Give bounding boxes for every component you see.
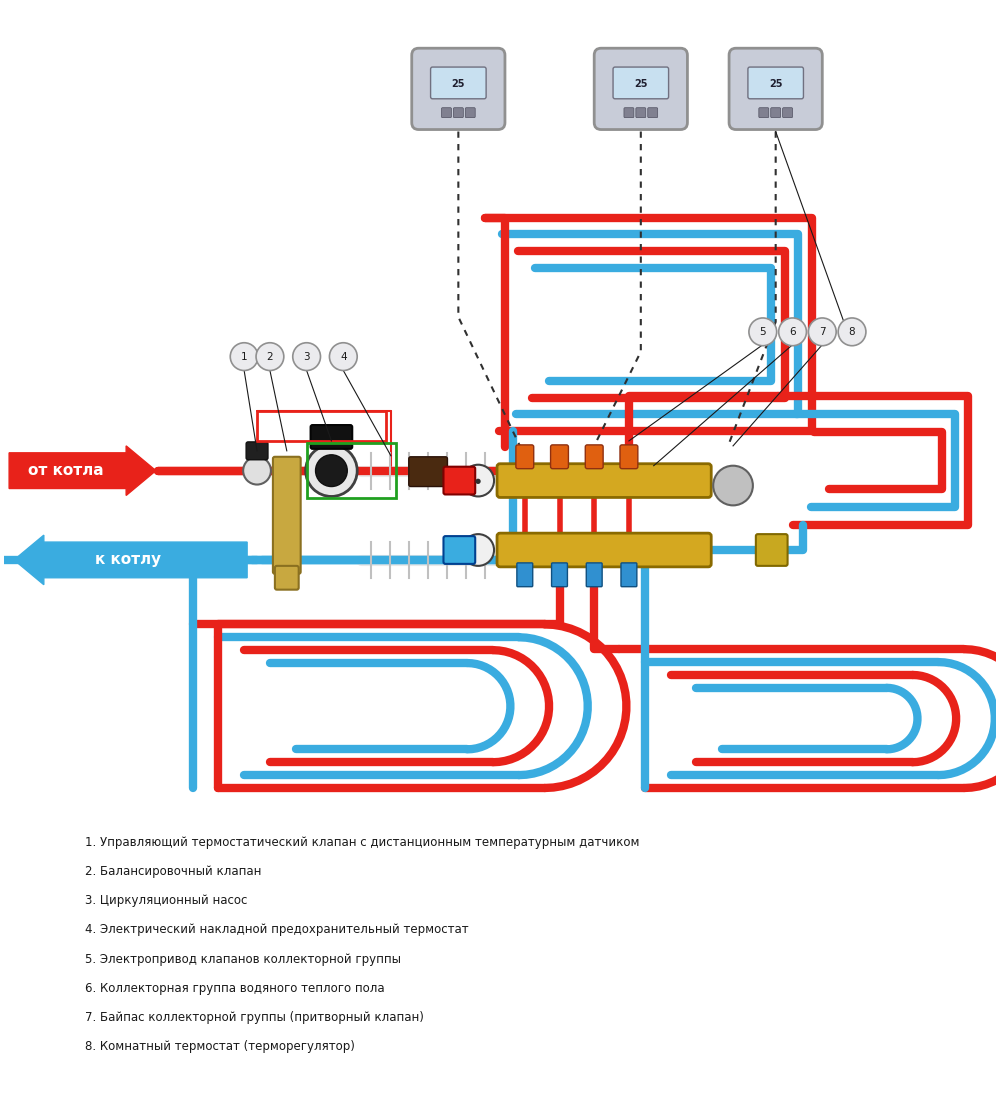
FancyBboxPatch shape bbox=[551, 444, 568, 469]
Circle shape bbox=[749, 318, 777, 345]
Text: 7. Байпас коллекторной группы (притворный клапан): 7. Байпас коллекторной группы (притворны… bbox=[85, 1011, 424, 1024]
FancyBboxPatch shape bbox=[586, 563, 602, 586]
FancyBboxPatch shape bbox=[636, 108, 646, 118]
Text: ●: ● bbox=[475, 477, 481, 484]
FancyBboxPatch shape bbox=[552, 563, 567, 586]
Text: 3: 3 bbox=[303, 352, 310, 362]
Text: от котла: от котла bbox=[28, 463, 103, 478]
FancyBboxPatch shape bbox=[311, 425, 352, 449]
Text: 25: 25 bbox=[769, 79, 782, 89]
Text: 2: 2 bbox=[267, 352, 273, 362]
FancyBboxPatch shape bbox=[620, 444, 638, 469]
Circle shape bbox=[293, 343, 321, 371]
FancyBboxPatch shape bbox=[273, 456, 301, 574]
FancyBboxPatch shape bbox=[624, 108, 634, 118]
FancyBboxPatch shape bbox=[443, 466, 475, 495]
FancyBboxPatch shape bbox=[783, 108, 793, 118]
FancyBboxPatch shape bbox=[621, 563, 637, 586]
Circle shape bbox=[808, 318, 836, 345]
FancyArrow shape bbox=[9, 446, 156, 495]
Circle shape bbox=[779, 318, 806, 345]
FancyBboxPatch shape bbox=[497, 534, 711, 566]
Circle shape bbox=[230, 343, 258, 371]
FancyBboxPatch shape bbox=[453, 108, 463, 118]
FancyBboxPatch shape bbox=[431, 67, 486, 99]
Circle shape bbox=[243, 456, 271, 484]
FancyBboxPatch shape bbox=[648, 108, 658, 118]
FancyBboxPatch shape bbox=[756, 535, 788, 565]
FancyBboxPatch shape bbox=[412, 48, 505, 130]
Circle shape bbox=[329, 343, 357, 371]
Circle shape bbox=[713, 465, 753, 505]
Circle shape bbox=[256, 343, 284, 371]
FancyBboxPatch shape bbox=[771, 108, 781, 118]
FancyBboxPatch shape bbox=[585, 444, 603, 469]
Text: 5. Электропривод клапанов коллекторной группы: 5. Электропривод клапанов коллекторной г… bbox=[85, 953, 401, 966]
Text: 4. Электрический накладной предохранительный термостат: 4. Электрический накладной предохранител… bbox=[85, 923, 469, 936]
Circle shape bbox=[462, 464, 494, 496]
FancyBboxPatch shape bbox=[409, 456, 447, 486]
FancyBboxPatch shape bbox=[759, 108, 769, 118]
Text: к котлу: к котлу bbox=[95, 552, 161, 568]
FancyBboxPatch shape bbox=[443, 536, 475, 564]
FancyBboxPatch shape bbox=[246, 442, 268, 460]
FancyBboxPatch shape bbox=[594, 48, 687, 130]
Circle shape bbox=[306, 444, 357, 496]
Text: 6: 6 bbox=[789, 327, 796, 337]
FancyBboxPatch shape bbox=[517, 563, 533, 586]
Text: 1: 1 bbox=[241, 352, 247, 362]
FancyBboxPatch shape bbox=[465, 108, 475, 118]
Text: 2. Балансировочный клапан: 2. Балансировочный клапан bbox=[85, 865, 262, 878]
FancyBboxPatch shape bbox=[275, 565, 299, 590]
Circle shape bbox=[838, 318, 866, 345]
FancyBboxPatch shape bbox=[729, 48, 822, 130]
FancyBboxPatch shape bbox=[441, 108, 451, 118]
Text: 1. Управляющий термостатический клапан с дистанционным температурным датчиком: 1. Управляющий термостатический клапан с… bbox=[85, 836, 640, 848]
FancyBboxPatch shape bbox=[497, 464, 711, 497]
FancyArrow shape bbox=[14, 535, 247, 585]
Text: 8. Комнатный термостат (терморегулятор): 8. Комнатный термостат (терморегулятор) bbox=[85, 1041, 355, 1054]
Text: 25: 25 bbox=[452, 79, 465, 89]
Text: 6. Коллекторная группа водяного теплого пола: 6. Коллекторная группа водяного теплого … bbox=[85, 982, 385, 994]
Text: 5: 5 bbox=[759, 327, 766, 337]
FancyBboxPatch shape bbox=[748, 67, 803, 99]
Text: 8: 8 bbox=[849, 327, 855, 337]
Text: 3. Циркуляционный насос: 3. Циркуляционный насос bbox=[85, 894, 248, 908]
Circle shape bbox=[316, 454, 347, 486]
FancyBboxPatch shape bbox=[613, 67, 669, 99]
Text: 25: 25 bbox=[634, 79, 648, 89]
FancyBboxPatch shape bbox=[516, 444, 534, 469]
Circle shape bbox=[462, 535, 494, 565]
Text: 4: 4 bbox=[340, 352, 347, 362]
Text: 7: 7 bbox=[819, 327, 826, 337]
